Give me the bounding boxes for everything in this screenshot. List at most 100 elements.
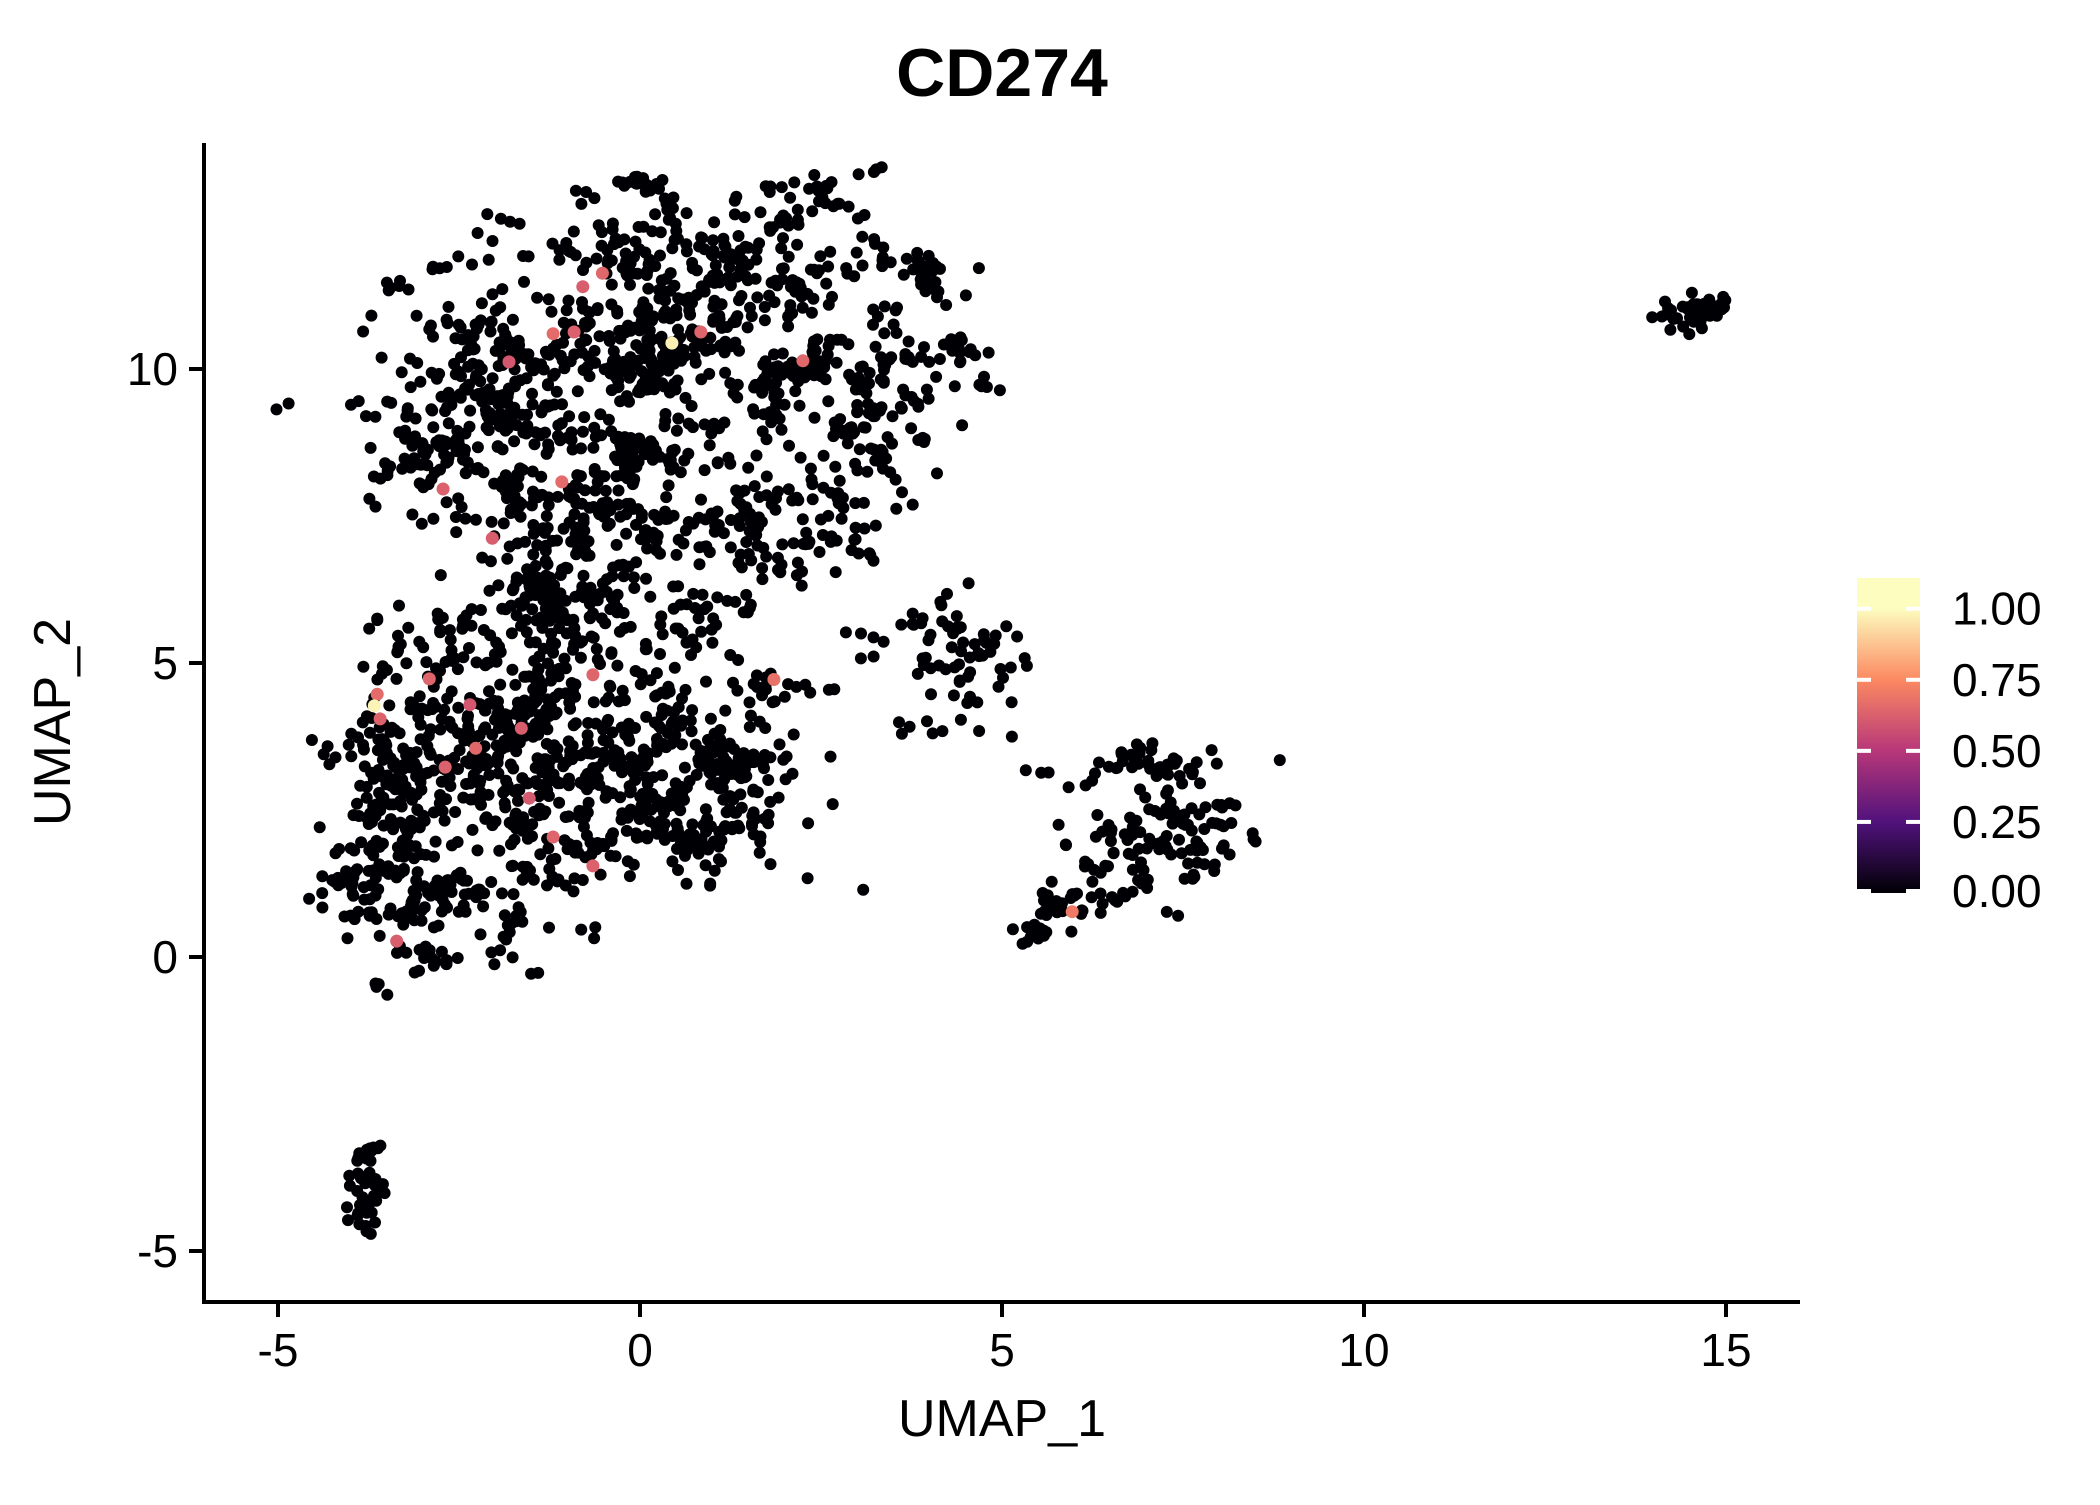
cell-point <box>776 347 789 360</box>
cell-point <box>672 412 685 425</box>
cell-point <box>400 410 413 423</box>
cell-point <box>586 607 599 620</box>
cell-point <box>1198 858 1211 871</box>
cell-point <box>868 233 881 246</box>
cell-point <box>342 738 355 751</box>
cell-point <box>493 844 506 857</box>
cell-point <box>645 442 658 454</box>
cell-point <box>550 385 563 398</box>
cell-point <box>444 633 457 646</box>
cell-point <box>656 769 669 782</box>
cell-point <box>480 407 493 420</box>
cell-point <box>1176 817 1189 830</box>
cell-point <box>792 375 805 388</box>
cell-point <box>628 473 641 486</box>
cell-point <box>1005 730 1018 743</box>
cell-point <box>743 696 756 709</box>
cell-point <box>787 537 800 550</box>
cell-point <box>783 439 795 452</box>
cell-point <box>708 216 721 229</box>
cell-point <box>571 385 584 398</box>
cell-point <box>509 678 522 691</box>
cell-point <box>705 427 718 440</box>
cell-point <box>867 554 880 567</box>
cell-point <box>1273 754 1286 767</box>
cell-point <box>1006 923 1019 936</box>
cell-point <box>754 206 767 219</box>
cell-point <box>780 750 793 763</box>
cell-point <box>599 484 612 497</box>
cell-point <box>795 290 808 303</box>
cell-point <box>362 864 375 877</box>
cell-point <box>553 662 565 675</box>
expressing-cell-point <box>514 721 528 735</box>
cell-point <box>706 636 719 649</box>
cell-point <box>1093 756 1105 769</box>
cell-point <box>422 887 435 899</box>
cell-point <box>401 825 414 838</box>
cell-point <box>778 690 791 703</box>
cell-point <box>471 844 484 857</box>
cell-point <box>471 227 484 239</box>
cell-point <box>931 291 943 304</box>
cell-point <box>384 798 396 811</box>
cell-point <box>427 697 440 709</box>
cell-point <box>730 484 743 497</box>
cell-point <box>931 467 943 480</box>
cell-point <box>638 352 651 364</box>
cell-point <box>971 696 984 709</box>
cell-point <box>794 451 807 464</box>
cell-point <box>1121 833 1134 846</box>
cell-point <box>595 429 608 442</box>
cell-point <box>1225 817 1238 829</box>
cell-point <box>435 712 448 725</box>
cell-point <box>824 245 837 258</box>
cell-point <box>876 254 889 267</box>
cell-point <box>430 372 443 385</box>
cell-point <box>440 496 453 509</box>
cell-point <box>924 628 937 641</box>
cell-point <box>351 797 363 810</box>
cell-point <box>753 846 766 859</box>
legend-colorbar: 1.00 0.75 0.50 0.25 0.00 <box>1857 578 2042 917</box>
cell-point <box>591 777 604 790</box>
cell-point <box>579 545 592 558</box>
cell-point <box>397 742 410 755</box>
cell-point <box>1021 921 1034 934</box>
cell-point <box>753 491 766 503</box>
cell-point <box>954 331 967 344</box>
cell-point <box>1154 761 1167 774</box>
cell-point <box>534 427 547 440</box>
cell-point <box>808 411 821 424</box>
cell-point <box>711 268 724 281</box>
cell-point <box>542 438 555 451</box>
cell-point <box>685 327 697 339</box>
cell-point <box>563 516 576 529</box>
cell-point <box>624 783 637 796</box>
cell-point <box>833 474 846 487</box>
cell-point <box>660 272 673 285</box>
cell-point <box>724 790 736 803</box>
cell-point <box>775 242 788 255</box>
expressing-cell-point <box>1065 905 1079 919</box>
cell-point <box>867 650 880 663</box>
cell-point <box>408 452 421 465</box>
cell-point <box>499 469 512 482</box>
cell-point <box>730 190 743 203</box>
cell-point <box>619 728 632 741</box>
cell-point <box>449 806 462 818</box>
cell-point <box>678 761 691 774</box>
cell-point <box>751 681 764 693</box>
cell-point <box>640 643 653 656</box>
cell-point <box>612 695 625 708</box>
cell-point <box>622 251 635 264</box>
cell-point <box>575 923 588 936</box>
cell-point <box>1706 303 1718 316</box>
cell-point <box>738 503 751 516</box>
cell-point <box>555 417 568 430</box>
cell-point <box>428 850 440 863</box>
cell-point <box>575 808 588 821</box>
cell-point <box>343 1169 356 1182</box>
cell-point <box>791 238 804 251</box>
cell-point <box>800 526 813 539</box>
